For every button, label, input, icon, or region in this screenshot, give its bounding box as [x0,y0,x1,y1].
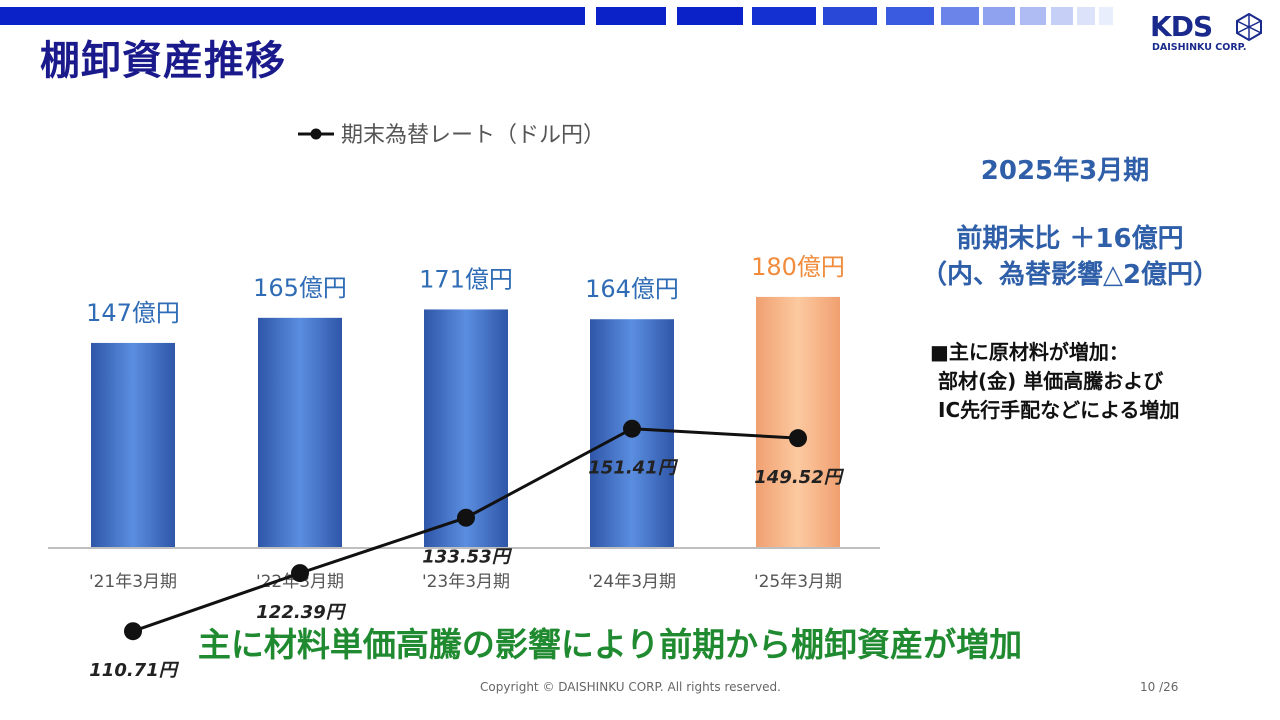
conclusion-text: 主に材料単価高騰の影響により前期から棚卸資産が増加 [197,625,1023,664]
fx-rate-point [789,429,807,448]
fx-rate-label: 149.52円 [754,467,844,488]
note-line-2: 部材(金) 単価高騰および [938,369,1164,393]
legend-label: 期末為替レート（ドル円） [341,123,605,148]
header-stripe-segment [983,7,1015,25]
header-stripe-segment [752,7,816,25]
bar [91,342,175,548]
fx-rate-point [457,508,475,527]
info-change: 前期末比 ＋16億円 [956,224,1184,254]
copyright: Copyright © DAISHINKU CORP. All rights r… [480,680,781,694]
header-stripe-segment [0,7,585,25]
bar-value-label: 147億円 [86,299,180,327]
fx-rate-label: 133.53円 [422,547,512,568]
info-fx-effect: （内、為替影響△2億円） [920,260,1220,290]
chart-legend: 期末為替レート（ドル円） [298,123,605,148]
x-tick-label: '25年3月期 [754,572,842,592]
x-tick-label: '24年3月期 [588,572,676,592]
bar-value-label: 180億円 [751,253,845,281]
header-stripe-segment [1077,7,1095,25]
bar-value-label: 164億円 [585,275,679,303]
header-stripe-segment [596,7,666,25]
bar [258,317,342,548]
header-stripe-segment [1020,7,1046,25]
note-line-1: ■主に原材料が増加： [930,340,1129,364]
header-stripe [0,7,1140,25]
bar-highlight [756,296,840,548]
logo-text: KDS [1150,10,1213,43]
bar-value-label: 171億円 [419,265,513,293]
fx-rate-point [291,564,309,583]
x-tick-label: '23年3月期 [422,572,510,592]
header-stripe-segment [677,7,743,25]
bar-value-label: 165億円 [253,274,347,302]
note-line-3: IC先行手配などによる増加 [938,398,1180,422]
x-tick-label: '21年3月期 [89,572,177,592]
note-box: ■主に原材料が増加： 部材(金) 単価高騰および IC先行手配などによる増加 [930,338,1180,425]
fx-rate-point [124,622,142,641]
company-logo: KDS DAISHINKU CORP. [1150,10,1268,56]
bar [424,309,508,548]
header-stripe-segment [823,7,877,25]
legend-marker [310,128,322,140]
fx-rate-label: 122.39円 [256,602,346,623]
info-period: 2025年3月期 [980,156,1150,186]
logo-subtitle: DAISHINKU CORP. [1152,42,1247,53]
page-title: 棚卸資産推移 [40,38,286,84]
page-number: 10 /26 [1140,680,1179,694]
header-stripe-segment [1099,7,1113,25]
fx-rate-label: 110.71円 [89,660,179,681]
header-stripe-segment [941,7,979,25]
logo-emblem-icon [1236,12,1262,42]
fx-rate-point [623,419,641,438]
header-stripe-segment [1051,7,1073,25]
header-stripe-segment [886,7,934,25]
fx-rate-label: 151.41円 [588,458,678,479]
